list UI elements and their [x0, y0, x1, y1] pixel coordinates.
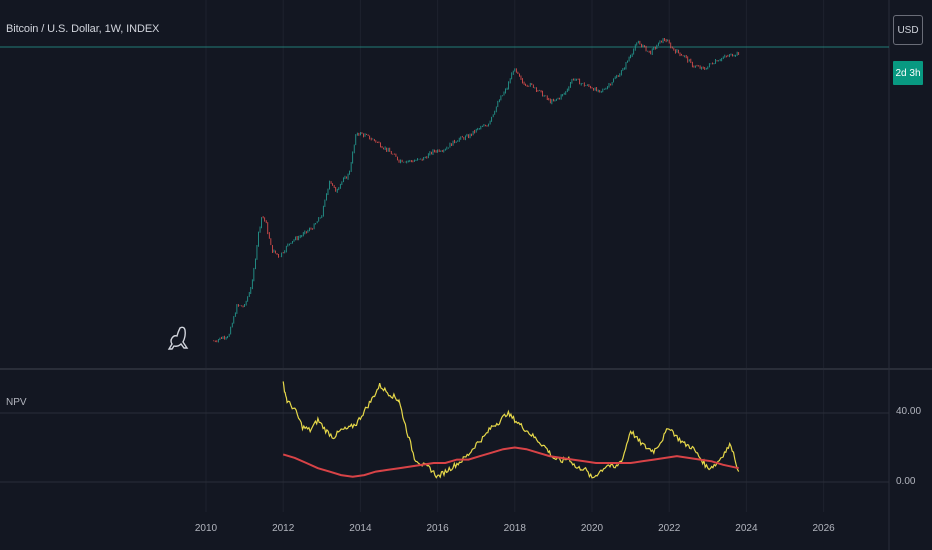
x-tick-label: 2020 [581, 523, 604, 534]
x-tick-label: 2024 [735, 523, 758, 534]
x-tick-label: 2016 [426, 523, 449, 534]
x-tick-label: 2014 [349, 523, 372, 534]
grid-lines [0, 0, 889, 512]
x-tick-label: 2010 [195, 523, 218, 534]
indicator-lines [282, 381, 740, 479]
x-tick-label: 2012 [272, 523, 295, 534]
symbol-title[interactable]: Bitcoin / U.S. Dollar, 1W, INDEX [6, 23, 160, 35]
indicator-label[interactable]: NPV [6, 397, 27, 408]
bar-countdown-badge: 2d 3h [893, 61, 923, 85]
x-tick-label: 2018 [504, 523, 527, 534]
x-tick-label: 2022 [658, 523, 681, 534]
indicator-y-tick-40: 40.00 [896, 406, 922, 417]
npv-average-line [282, 446, 739, 478]
price-series [213, 37, 740, 343]
npv-line [282, 381, 740, 479]
x-tick-label: 2026 [812, 523, 835, 534]
logo-icon[interactable] [167, 326, 189, 350]
indicator-y-tick-0: 0.00 [896, 476, 916, 487]
currency-button[interactable]: USD [893, 15, 923, 45]
time-axis: 2010 2012 2014 2016 2018 2020 2022 2024 2026 [195, 523, 835, 534]
